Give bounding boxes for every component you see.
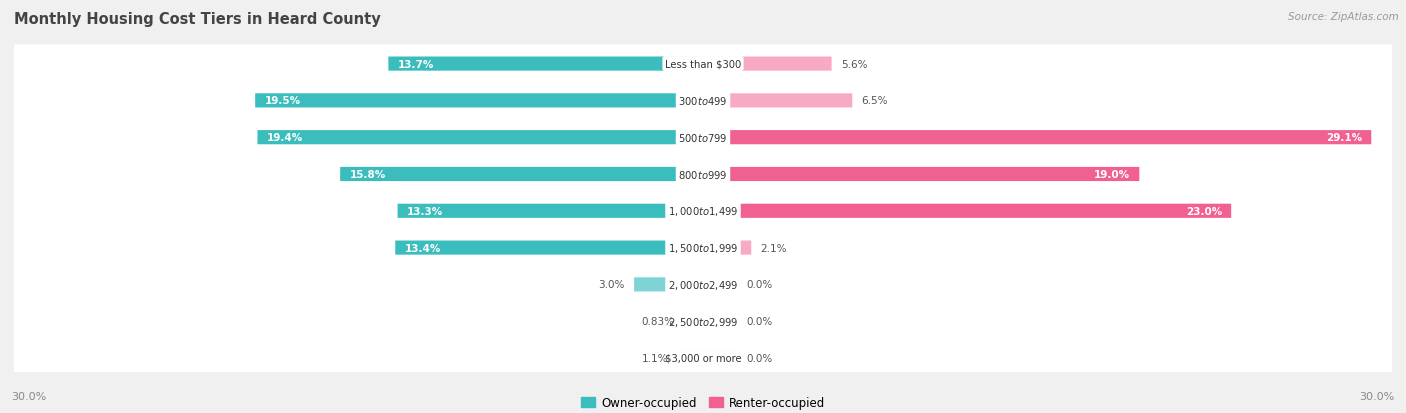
- Text: 0.0%: 0.0%: [747, 280, 773, 290]
- Text: 1.1%: 1.1%: [643, 353, 669, 363]
- Text: 5.6%: 5.6%: [841, 59, 868, 69]
- Text: $1,000 to $1,499: $1,000 to $1,499: [668, 205, 738, 218]
- Text: 0.0%: 0.0%: [747, 316, 773, 326]
- Text: 13.7%: 13.7%: [398, 59, 434, 69]
- Text: 2.1%: 2.1%: [761, 243, 787, 253]
- Text: $2,000 to $2,499: $2,000 to $2,499: [668, 278, 738, 291]
- Text: 19.5%: 19.5%: [264, 96, 301, 106]
- Text: 6.5%: 6.5%: [862, 96, 889, 106]
- FancyBboxPatch shape: [11, 45, 1395, 83]
- FancyBboxPatch shape: [703, 314, 738, 328]
- Text: 29.1%: 29.1%: [1326, 133, 1362, 143]
- FancyBboxPatch shape: [398, 204, 703, 218]
- FancyBboxPatch shape: [11, 155, 1395, 194]
- Text: $300 to $499: $300 to $499: [678, 95, 728, 107]
- Text: 30.0%: 30.0%: [11, 391, 46, 401]
- Text: 13.4%: 13.4%: [405, 243, 441, 253]
- Text: 19.0%: 19.0%: [1094, 170, 1130, 180]
- FancyBboxPatch shape: [256, 94, 703, 108]
- FancyBboxPatch shape: [11, 82, 1395, 120]
- FancyBboxPatch shape: [11, 266, 1395, 304]
- Text: $500 to $799: $500 to $799: [678, 132, 728, 144]
- FancyBboxPatch shape: [11, 192, 1395, 230]
- Text: 0.83%: 0.83%: [641, 316, 675, 326]
- Text: $2,500 to $2,999: $2,500 to $2,999: [668, 315, 738, 328]
- Text: 30.0%: 30.0%: [1360, 391, 1395, 401]
- FancyBboxPatch shape: [703, 204, 1232, 218]
- Text: 0.0%: 0.0%: [747, 353, 773, 363]
- FancyBboxPatch shape: [703, 241, 751, 255]
- FancyBboxPatch shape: [683, 314, 703, 328]
- FancyBboxPatch shape: [703, 94, 852, 108]
- FancyBboxPatch shape: [11, 339, 1395, 377]
- Text: 15.8%: 15.8%: [349, 170, 385, 180]
- FancyBboxPatch shape: [11, 302, 1395, 340]
- FancyBboxPatch shape: [395, 241, 703, 255]
- Text: 23.0%: 23.0%: [1185, 206, 1222, 216]
- Text: Less than $300: Less than $300: [665, 59, 741, 69]
- FancyBboxPatch shape: [11, 119, 1395, 157]
- FancyBboxPatch shape: [678, 351, 703, 365]
- Text: $3,000 or more: $3,000 or more: [665, 353, 741, 363]
- Text: $1,500 to $1,999: $1,500 to $1,999: [668, 242, 738, 254]
- Text: $800 to $999: $800 to $999: [678, 169, 728, 180]
- FancyBboxPatch shape: [257, 131, 703, 145]
- Text: 3.0%: 3.0%: [599, 280, 624, 290]
- FancyBboxPatch shape: [340, 168, 703, 182]
- FancyBboxPatch shape: [703, 278, 738, 292]
- FancyBboxPatch shape: [11, 229, 1395, 267]
- FancyBboxPatch shape: [634, 278, 703, 292]
- Legend: Owner-occupied, Renter-occupied: Owner-occupied, Renter-occupied: [581, 396, 825, 409]
- Text: 19.4%: 19.4%: [267, 133, 302, 143]
- Text: Monthly Housing Cost Tiers in Heard County: Monthly Housing Cost Tiers in Heard Coun…: [14, 12, 381, 27]
- FancyBboxPatch shape: [703, 351, 738, 365]
- FancyBboxPatch shape: [703, 131, 1371, 145]
- FancyBboxPatch shape: [703, 168, 1139, 182]
- FancyBboxPatch shape: [703, 57, 831, 71]
- Text: Source: ZipAtlas.com: Source: ZipAtlas.com: [1288, 12, 1399, 22]
- Text: 13.3%: 13.3%: [406, 206, 443, 216]
- FancyBboxPatch shape: [388, 57, 703, 71]
